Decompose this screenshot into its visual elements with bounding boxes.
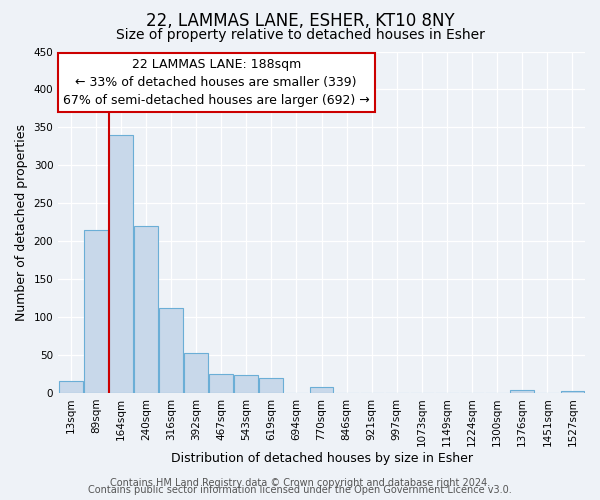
- Bar: [109, 135, 133, 393]
- Bar: [209, 374, 233, 393]
- Bar: [259, 378, 283, 393]
- Bar: [134, 226, 158, 393]
- Text: Contains public sector information licensed under the Open Government Licence v3: Contains public sector information licen…: [88, 485, 512, 495]
- Text: Size of property relative to detached houses in Esher: Size of property relative to detached ho…: [116, 28, 484, 42]
- Bar: [560, 390, 584, 393]
- Bar: [84, 230, 108, 393]
- Bar: [59, 382, 83, 393]
- Y-axis label: Number of detached properties: Number of detached properties: [15, 124, 28, 320]
- Text: Contains HM Land Registry data © Crown copyright and database right 2024.: Contains HM Land Registry data © Crown c…: [110, 478, 490, 488]
- Bar: [511, 390, 534, 393]
- Text: 22, LAMMAS LANE, ESHER, KT10 8NY: 22, LAMMAS LANE, ESHER, KT10 8NY: [146, 12, 454, 30]
- Bar: [184, 354, 208, 393]
- X-axis label: Distribution of detached houses by size in Esher: Distribution of detached houses by size …: [170, 452, 473, 465]
- Bar: [159, 308, 183, 393]
- Bar: [310, 387, 334, 393]
- Bar: [235, 376, 258, 393]
- Text: 22 LAMMAS LANE: 188sqm
← 33% of detached houses are smaller (339)
67% of semi-de: 22 LAMMAS LANE: 188sqm ← 33% of detached…: [63, 58, 370, 108]
